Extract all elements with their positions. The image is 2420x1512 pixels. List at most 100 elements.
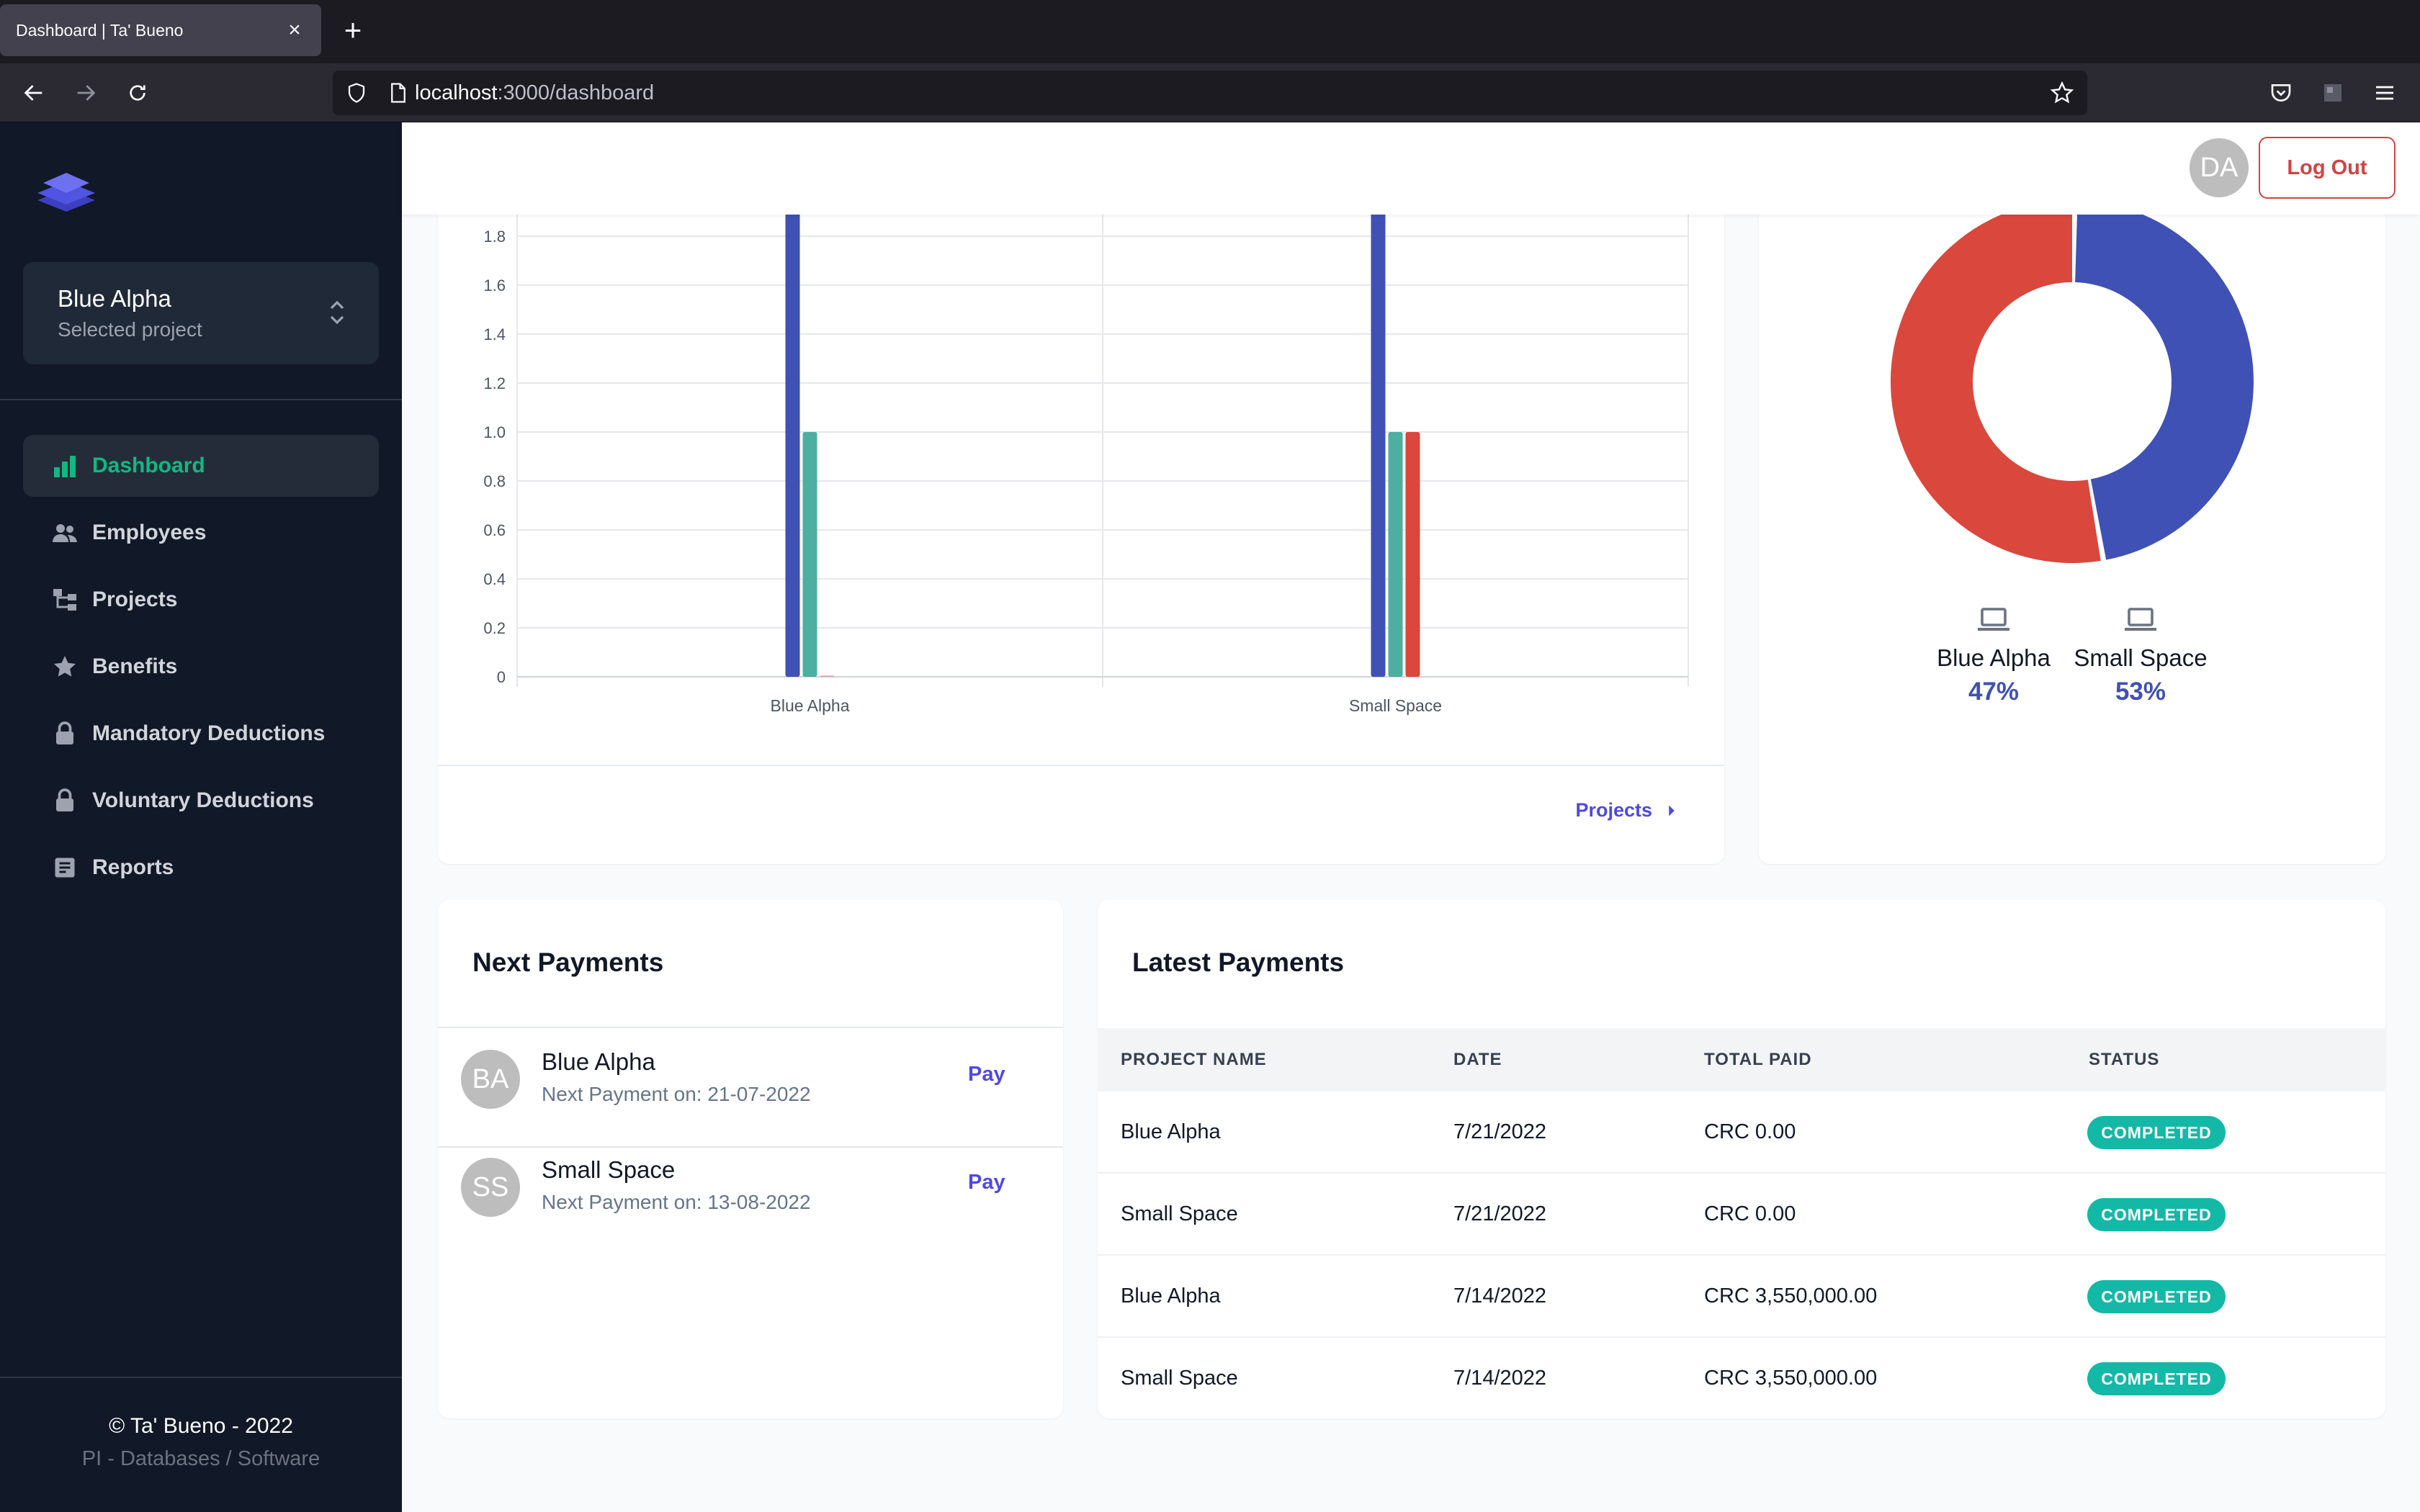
legend-percentage: 47% <box>1968 678 2020 706</box>
lock-icon <box>52 721 78 747</box>
projects-bar-chart-card: 0 0.2 0.4 0.6 0.8 1.0 1.2 1.4 1.6 1.8 Blue Alpha Sm… <box>438 144 1724 864</box>
table-row[interactable]: Blue Alpha 7/21/2022 CRC 0.00 COMPLETED <box>1098 1092 2385 1174</box>
sidebar-item-dashboard[interactable]: Dashboard <box>23 435 379 497</box>
cell-total: CRC 0.00 <box>1704 1202 1796 1225</box>
cell-date: 7/14/2022 <box>1453 1284 1547 1308</box>
list-divider <box>438 1146 1063 1148</box>
cell-project: Small Space <box>1121 1367 1238 1390</box>
status-badge: COMPLETED <box>2087 1280 2226 1313</box>
sidebar-item-label: Voluntary Deductions <box>92 788 314 812</box>
status-badge: COMPLETED <box>2087 1198 2226 1231</box>
chart-bar <box>820 675 835 677</box>
project-selector[interactable]: Blue Alpha Selected project <box>23 262 379 364</box>
column-header[interactable]: TOTAL PAID <box>1704 1050 1812 1069</box>
extension-icon[interactable] <box>2316 76 2349 109</box>
browser-nav-bar: localhost:3000/dashboard <box>0 63 2420 122</box>
x-tick-label: Small Space <box>1349 696 1442 715</box>
sidebar-item-reports[interactable]: Reports <box>23 837 379 899</box>
cell-date: 7/21/2022 <box>1453 1202 1547 1225</box>
table-row[interactable]: Small Space 7/21/2022 CRC 0.00 COMPLETED <box>1098 1174 2385 1256</box>
sidebar-item-mandatory-deductions[interactable]: Mandatory Deductions <box>23 703 379 765</box>
bar-chart-icon <box>52 453 78 479</box>
payment-project-name: Blue Alpha <box>542 1048 655 1075</box>
copyright-text: © Ta' Bueno - 2022 <box>109 1414 293 1438</box>
projects-link[interactable]: Projects <box>1575 799 1682 822</box>
sidebar-footer-divider <box>0 1377 402 1378</box>
url-path: :3000/dashboard <box>497 81 655 104</box>
donut-legend-small-space: Small Space 53% <box>2069 605 2213 706</box>
table-row[interactable]: Blue Alpha 7/14/2022 CRC 3,550,000.00 CO… <box>1098 1256 2385 1338</box>
chart-bar <box>1405 432 1420 677</box>
sidebar-item-projects[interactable]: Projects <box>23 569 379 631</box>
status-badge: COMPLETED <box>2087 1362 2226 1395</box>
legend-percentage: 53% <box>2115 678 2166 706</box>
donut-legend-blue-alpha: Blue Alpha 47% <box>1922 605 2066 706</box>
sidebar-item-label: Benefits <box>92 654 178 678</box>
latest-payments-title: Latest Payments <box>1132 948 1345 977</box>
address-bar[interactable]: localhost:3000/dashboard <box>333 71 2087 115</box>
y-tick-label: 0.8 <box>483 472 506 490</box>
laptop-icon <box>2125 608 2156 631</box>
sidebar-item-label: Employees <box>92 521 207 544</box>
menu-icon[interactable] <box>2368 76 2401 109</box>
sidebar-divider <box>0 399 402 400</box>
chart-bar <box>802 432 817 677</box>
y-tick-label: 1.4 <box>483 325 506 343</box>
list-item: SS Small Space Next Payment on: 13-08-20… <box>438 1136 1063 1244</box>
y-tick-label: 0 <box>497 668 506 686</box>
pay-button[interactable]: Pay <box>968 1063 1005 1086</box>
column-header[interactable]: DATE <box>1453 1050 1502 1069</box>
browser-tab[interactable]: Dashboard | Ta' Bueno × <box>0 4 321 56</box>
y-tick-label: 1.6 <box>483 276 506 294</box>
app-logo-icon[interactable] <box>32 158 101 228</box>
selector-chevrons-icon <box>327 298 347 327</box>
selected-project-label: Selected project <box>58 318 202 341</box>
logout-button[interactable]: Log Out <box>2259 137 2396 199</box>
bookmark-star-icon[interactable] <box>2050 81 2074 105</box>
column-header[interactable]: PROJECT NAME <box>1121 1050 1267 1069</box>
y-tick-label: 1.8 <box>483 228 506 246</box>
pocket-icon[interactable] <box>2264 76 2298 109</box>
table-row[interactable]: Small Space 7/14/2022 CRC 3,550,000.00 C… <box>1098 1338 2385 1418</box>
users-icon <box>52 520 78 546</box>
shield-icon[interactable] <box>346 82 367 104</box>
list-item: BA Blue Alpha Next Payment on: 21-07-202… <box>438 1028 1063 1136</box>
chart-bar <box>1388 432 1403 677</box>
latest-payments-card: Latest Payments PROJECT NAME DATE TOTAL … <box>1098 900 2385 1418</box>
forward-arrow-icon[interactable] <box>68 76 104 109</box>
new-tab-icon[interactable]: + <box>344 13 362 47</box>
cell-project: Blue Alpha <box>1121 1120 1221 1143</box>
close-tab-icon[interactable]: × <box>288 18 301 42</box>
cell-project: Blue Alpha <box>1121 1284 1221 1308</box>
sidebar-item-employees[interactable]: Employees <box>23 502 379 564</box>
y-tick-label: 0.6 <box>483 521 506 539</box>
avatar: BA <box>461 1050 520 1109</box>
top-bar: DA Log Out <box>402 122 2420 215</box>
donut-slice <box>2075 200 2254 560</box>
lock-icon <box>52 788 78 814</box>
caret-right-icon <box>1669 805 1675 816</box>
cell-total: CRC 3,550,000.00 <box>1704 1284 1878 1308</box>
sidebar-item-voluntary-deductions[interactable]: Voluntary Deductions <box>23 770 379 832</box>
reload-icon[interactable] <box>120 76 156 109</box>
table-header: PROJECT NAME DATE TOTAL PAID STATUS <box>1098 1028 2385 1092</box>
sidebar-item-label: Mandatory Deductions <box>92 721 326 745</box>
star-icon <box>52 654 78 680</box>
laptop-icon <box>1978 608 2009 631</box>
pay-button[interactable]: Pay <box>968 1171 1005 1194</box>
cell-total: CRC 3,550,000.00 <box>1704 1367 1878 1390</box>
chart-bar <box>785 187 800 677</box>
sidebar: Blue Alpha Selected project Dashboard Em… <box>0 122 402 1512</box>
cell-total: CRC 0.00 <box>1704 1120 1796 1143</box>
url-text: localhost:3000/dashboard <box>415 81 654 105</box>
page-info-icon[interactable] <box>389 82 408 104</box>
payment-project-name: Small Space <box>542 1156 676 1183</box>
sidebar-item-label: Dashboard <box>92 454 205 477</box>
column-header[interactable]: STATUS <box>2089 1050 2160 1069</box>
y-tick-label: 0.2 <box>483 619 506 637</box>
next-payments-title: Next Payments <box>472 948 664 977</box>
user-avatar[interactable]: DA <box>2190 138 2249 197</box>
document-icon <box>52 855 78 881</box>
back-arrow-icon[interactable] <box>16 76 52 109</box>
sidebar-item-benefits[interactable]: Benefits <box>23 636 379 698</box>
